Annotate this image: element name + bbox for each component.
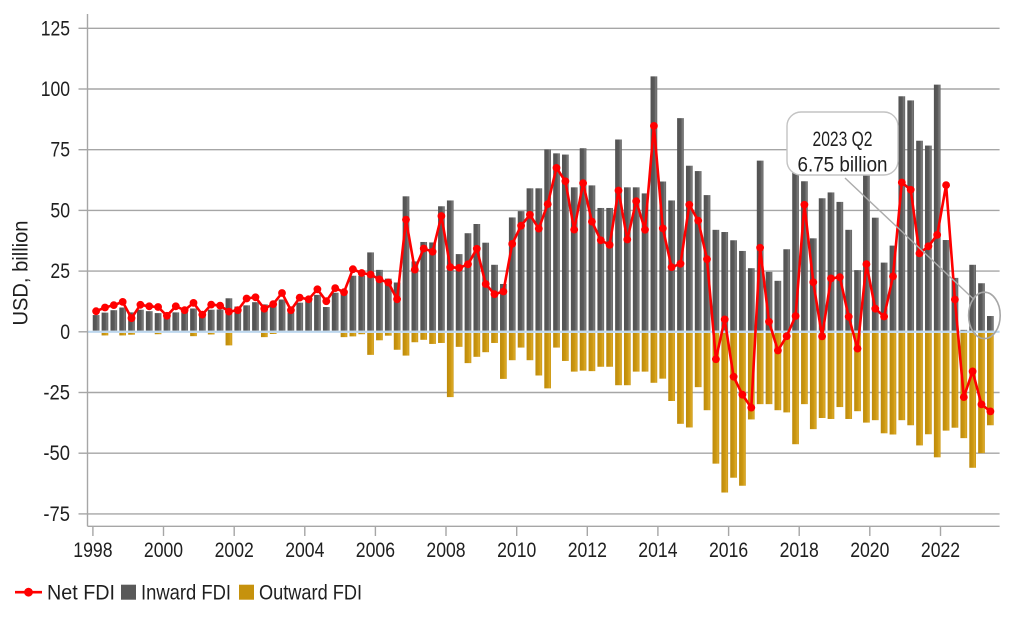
svg-text:-75: -75 xyxy=(43,503,70,526)
svg-text:USD, billion: USD, billion xyxy=(10,221,33,326)
svg-text:2008: 2008 xyxy=(426,539,465,562)
svg-text:Inward FDI: Inward FDI xyxy=(141,582,231,605)
svg-text:-50: -50 xyxy=(43,442,70,465)
svg-text:2000: 2000 xyxy=(144,539,183,562)
svg-text:Net FDI: Net FDI xyxy=(47,582,115,605)
svg-text:2016: 2016 xyxy=(709,539,748,562)
svg-text:2014: 2014 xyxy=(638,539,677,562)
svg-text:2022: 2022 xyxy=(921,539,960,562)
svg-text:1998: 1998 xyxy=(73,539,112,562)
svg-text:50: 50 xyxy=(50,199,70,222)
svg-text:100: 100 xyxy=(41,78,70,101)
svg-text:0: 0 xyxy=(60,321,70,344)
svg-text:2012: 2012 xyxy=(568,539,607,562)
svg-text:Outward FDI: Outward FDI xyxy=(259,582,362,605)
svg-text:2020: 2020 xyxy=(850,539,889,562)
svg-text:2004: 2004 xyxy=(285,539,324,562)
svg-text:25: 25 xyxy=(50,260,70,283)
svg-text:2018: 2018 xyxy=(780,539,819,562)
svg-text:2006: 2006 xyxy=(356,539,395,562)
svg-text:6.75 billion: 6.75 billion xyxy=(798,154,888,177)
svg-text:-25: -25 xyxy=(43,382,70,405)
svg-text:2002: 2002 xyxy=(215,539,254,562)
svg-text:2023 Q2: 2023 Q2 xyxy=(813,128,873,151)
svg-text:75: 75 xyxy=(50,139,70,162)
svg-text:2010: 2010 xyxy=(497,539,536,562)
svg-text:125: 125 xyxy=(41,17,70,40)
